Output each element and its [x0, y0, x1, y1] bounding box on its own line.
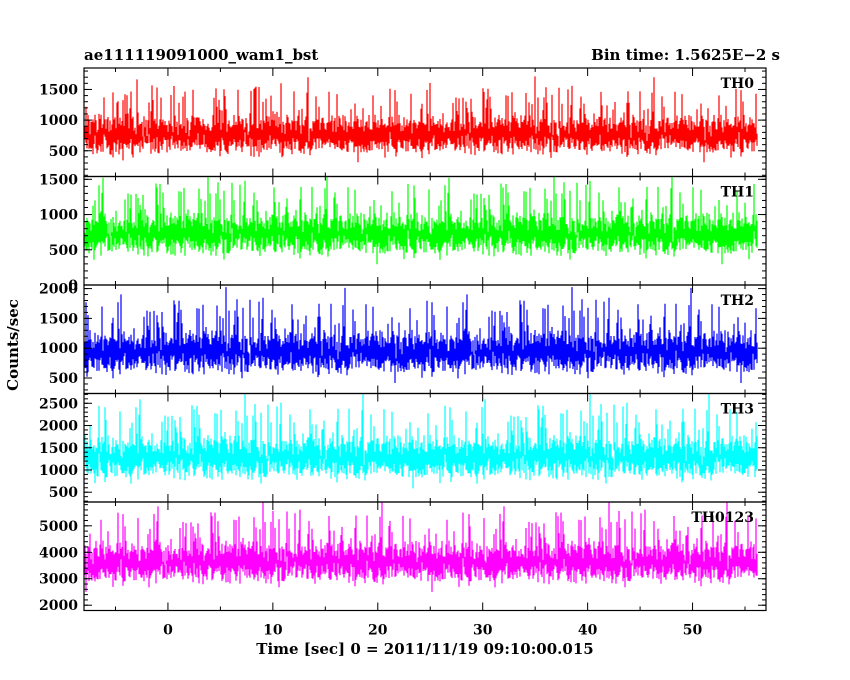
y-tick-label: 500 — [49, 371, 78, 387]
panel-label-th0: TH0 — [721, 76, 755, 92]
y-tick-label: 1000 — [39, 341, 78, 357]
x-tick-label: 0 — [163, 623, 173, 639]
y-tick-label: 1500 — [39, 172, 78, 188]
panel-frame — [83, 501, 767, 612]
panel-th0: 500 1000 1500 TH0 — [39, 67, 767, 178]
y-tick-label: 1000 — [39, 113, 78, 129]
y-tick-label: 500 — [49, 243, 78, 259]
y-tick-label: 2000 — [39, 282, 78, 298]
panel-label-th0123: TH0123 — [691, 510, 754, 526]
y-tick-label: 4000 — [39, 545, 78, 561]
x-axis-label: Time [sec] 0 = 2011/11/19 09:10:00.015 — [256, 640, 593, 658]
y-tick-label: 500 — [49, 485, 78, 501]
y-tick-label: 2000 — [39, 598, 78, 614]
panel-th3: 500 1000 1500 2000 2500 TH3 — [39, 392, 767, 503]
y-tick-label: 1500 — [39, 311, 78, 327]
x-tick-label: 30 — [473, 623, 493, 639]
panel-th1: 0 500 1000 1500 TH1 — [39, 172, 767, 294]
chart-title-left: ae111119091000_wam1_bst — [84, 46, 318, 64]
panel-label-th2: TH2 — [721, 293, 754, 309]
y-axis-label: Counts/sec — [4, 299, 22, 391]
trace-th1 — [84, 177, 758, 265]
y-tick-label: 5000 — [39, 519, 78, 535]
x-tick-label: 40 — [578, 623, 598, 639]
y-tick-label: 1000 — [39, 463, 78, 479]
y-tick-label: 1500 — [39, 82, 78, 98]
x-tick-label: 20 — [368, 623, 388, 639]
panel-th0123: 2000 3000 4000 5000 TH0123 — [39, 501, 767, 614]
x-axis: 0 10 20 30 40 50 — [163, 623, 702, 639]
panel-label-th1: TH1 — [721, 185, 754, 201]
chart-title-right: Bin time: 1.5625E−2 s — [591, 46, 780, 64]
trace-th2 — [84, 287, 758, 383]
y-tick-label: 2000 — [39, 419, 78, 435]
y-tick-label: 1000 — [39, 208, 78, 224]
panels-group: 500 1000 1500 TH0 0 500 1000 1500 TH1 500 1000 1500… — [39, 67, 767, 614]
trace-th0123 — [84, 502, 758, 592]
y-tick-label: 500 — [49, 144, 78, 160]
y-tick-label: 0 — [68, 278, 78, 294]
panel-th2: 500 1000 1500 2000 TH2 — [39, 282, 767, 395]
x-tick-label: 50 — [683, 623, 703, 639]
y-tick-label: 2500 — [39, 396, 78, 412]
y-tick-label: 3000 — [39, 572, 78, 588]
trace-th3 — [84, 394, 758, 489]
panel-label-th3: TH3 — [721, 402, 754, 418]
trace-th0 — [84, 76, 758, 163]
x-tick-label: 10 — [263, 623, 283, 639]
y-tick-label: 1500 — [39, 441, 78, 457]
